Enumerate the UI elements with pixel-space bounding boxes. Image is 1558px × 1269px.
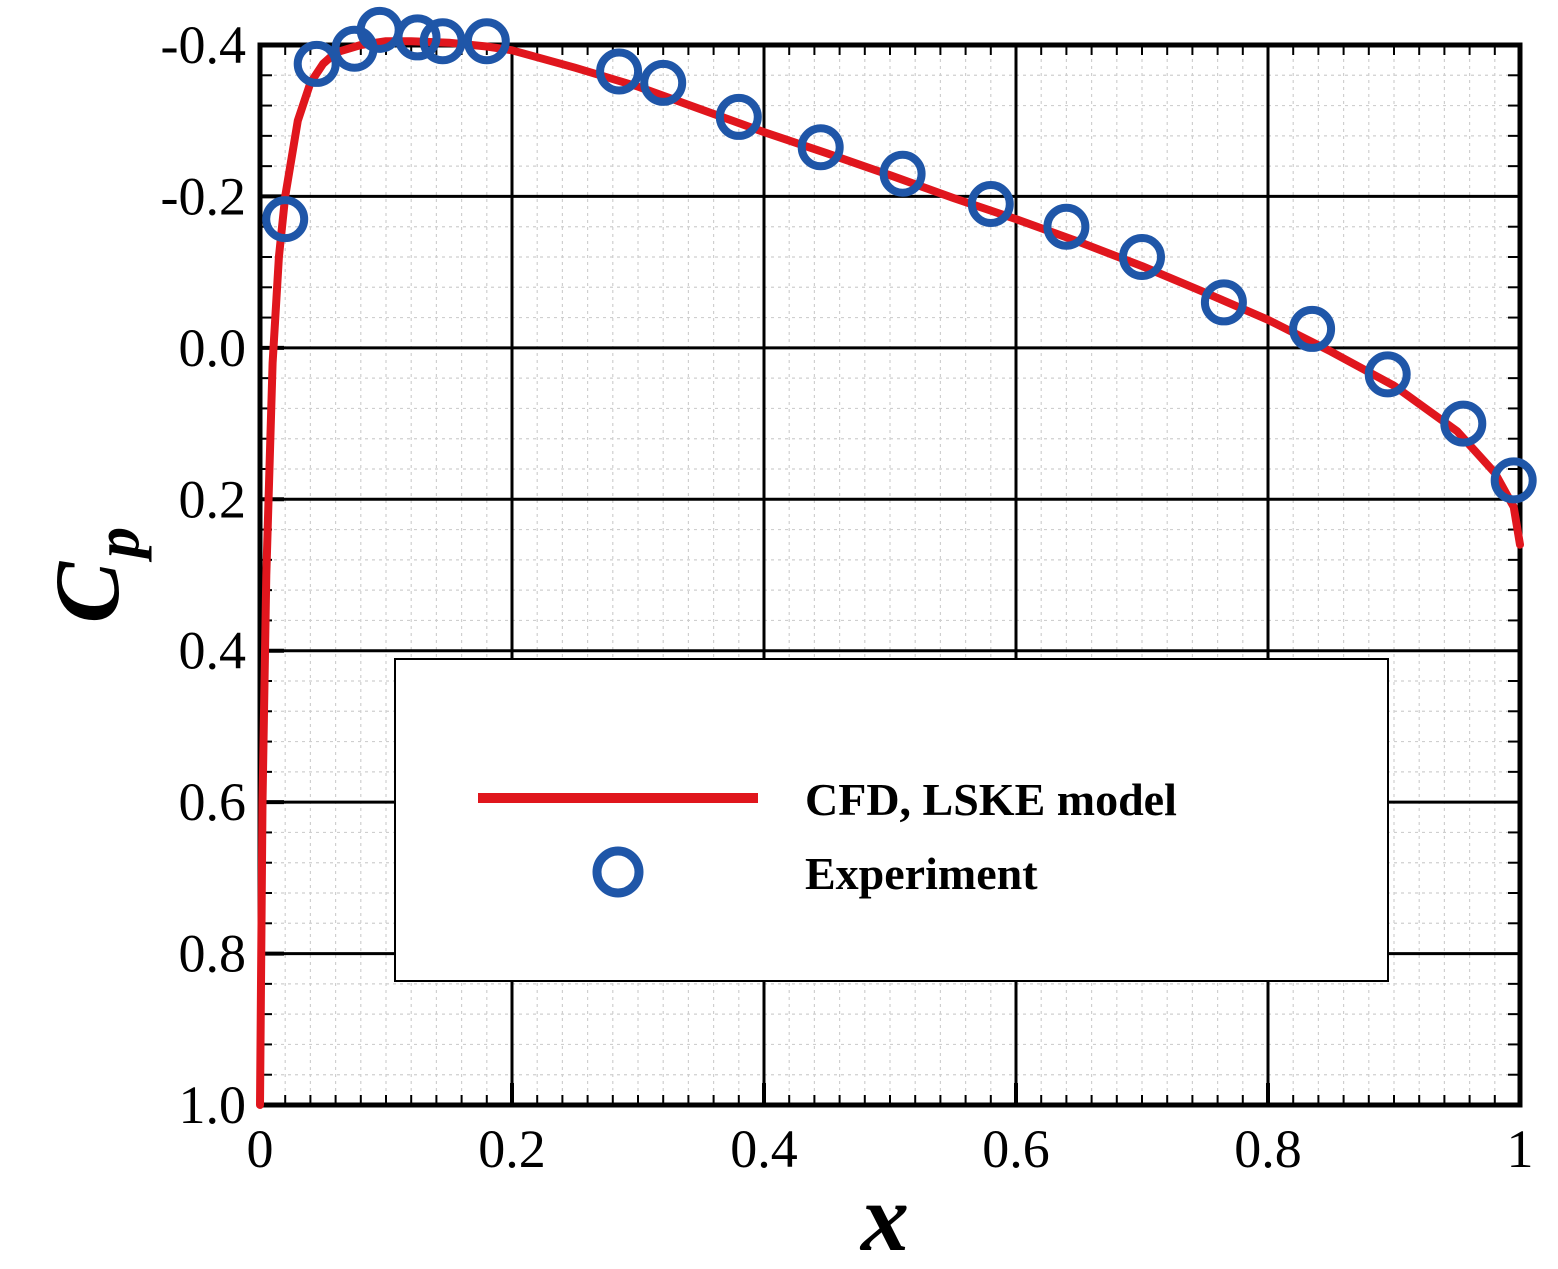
x-tick-label: 0.4 <box>730 1119 798 1179</box>
y-tick-label: 0.0 <box>179 318 247 378</box>
y-tick-label: 0.8 <box>179 924 247 984</box>
legend-cfd-label: CFD, LSKE model <box>805 774 1177 825</box>
cfd-series-line <box>256 37 1524 1109</box>
y-tick-labels: -0.4 -0.2 0.0 0.2 0.4 0.6 0.8 1.0 <box>161 15 246 1135</box>
plot-frame <box>257 42 1523 1108</box>
y-axis-title-subscript: p <box>84 527 152 563</box>
experiment-point <box>967 181 1014 227</box>
experiment-point <box>879 150 926 197</box>
x-tick-label: 0.6 <box>982 1119 1050 1179</box>
experiment-point <box>1440 400 1487 447</box>
x-tick-label: 1 <box>1507 1119 1534 1179</box>
experiment-point <box>715 93 762 140</box>
legend-box <box>394 658 1389 982</box>
y-tick-label: -0.4 <box>161 15 246 75</box>
experiment-point <box>262 196 309 243</box>
y-tick-label: 0.2 <box>179 469 247 529</box>
experiment-point <box>1043 203 1090 250</box>
y-tick-label: 0.4 <box>179 621 247 681</box>
x-axis-title: x <box>859 1164 909 1269</box>
experiment-point <box>394 14 441 61</box>
experiment-point <box>1289 305 1336 352</box>
y-tick-label: -0.2 <box>161 166 246 226</box>
y-axis-title: Cp <box>36 527 152 623</box>
x-tick-labels: 0 0.2 0.4 0.6 0.8 1 <box>247 1119 1534 1179</box>
y-axis-title-base: C <box>36 560 138 623</box>
x-tick-label: 0.2 <box>478 1119 546 1179</box>
experiment-point <box>1119 234 1165 280</box>
y-tick-label: 1.0 <box>179 1075 247 1135</box>
y-tick-label: 0.6 <box>179 772 247 832</box>
experiment-point <box>1200 279 1247 326</box>
legend: CFD, LSKE model Experiment <box>394 658 1389 982</box>
legend-experiment-marker <box>592 846 644 898</box>
x-tick-label: 0.8 <box>1234 1119 1302 1179</box>
experiment-point <box>419 18 466 65</box>
experiment-point <box>797 124 844 171</box>
experiment-point <box>596 48 643 95</box>
experiment-point <box>1364 351 1411 398</box>
experiment-point <box>463 18 510 65</box>
experiment-point <box>640 59 687 106</box>
legend-experiment-label: Experiment <box>805 848 1038 899</box>
experiment-point <box>293 40 340 87</box>
series-layer <box>256 6 1537 1109</box>
x-tick-label: 0 <box>247 1119 274 1179</box>
svg-text:Cp: Cp <box>36 527 152 623</box>
experiment-point <box>1490 457 1537 504</box>
